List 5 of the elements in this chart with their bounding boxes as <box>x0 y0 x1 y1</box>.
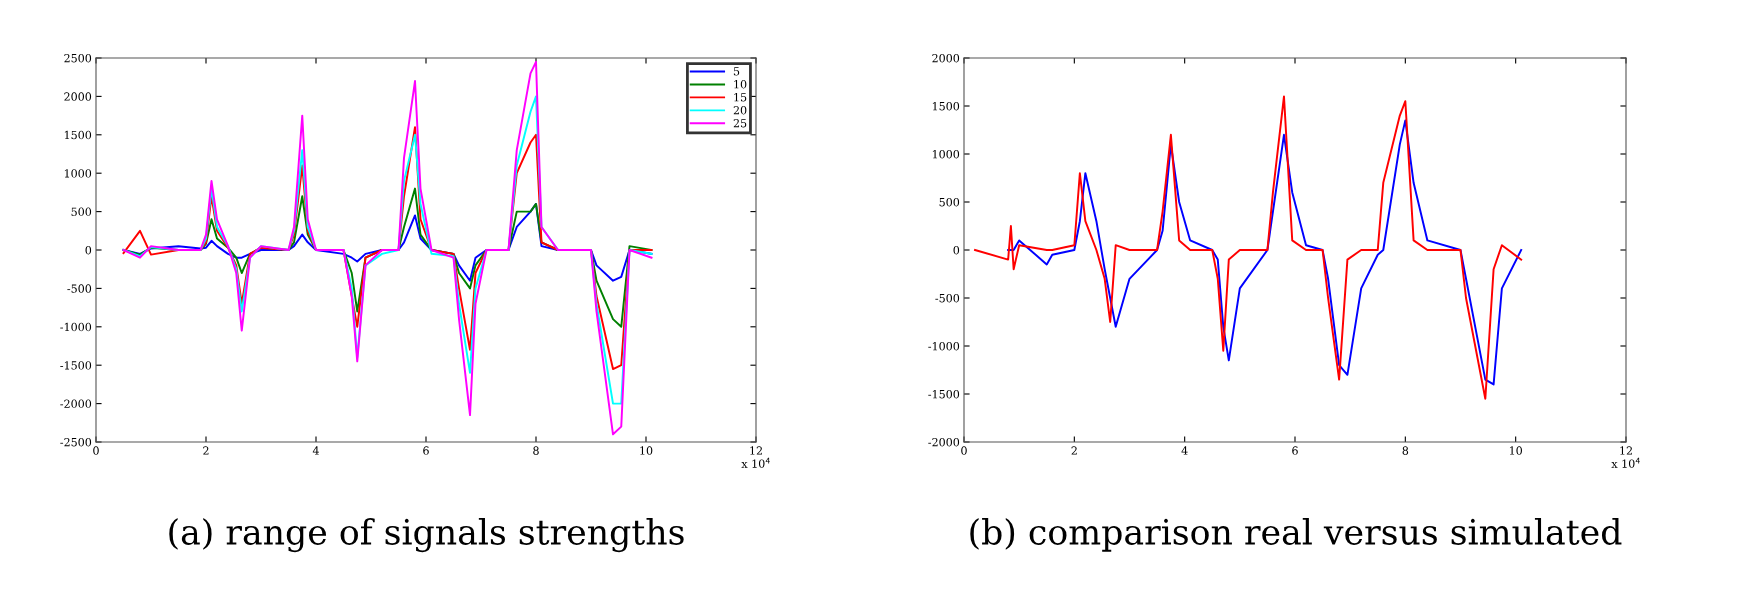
line-series <box>974 95 1523 400</box>
x-axis-title: (b) comparison real versus simulated <box>970 518 1622 552</box>
line-series <box>122 60 653 436</box>
line-series <box>1007 119 1523 386</box>
x-axis-title: (a) range of signals strengths <box>169 518 684 553</box>
